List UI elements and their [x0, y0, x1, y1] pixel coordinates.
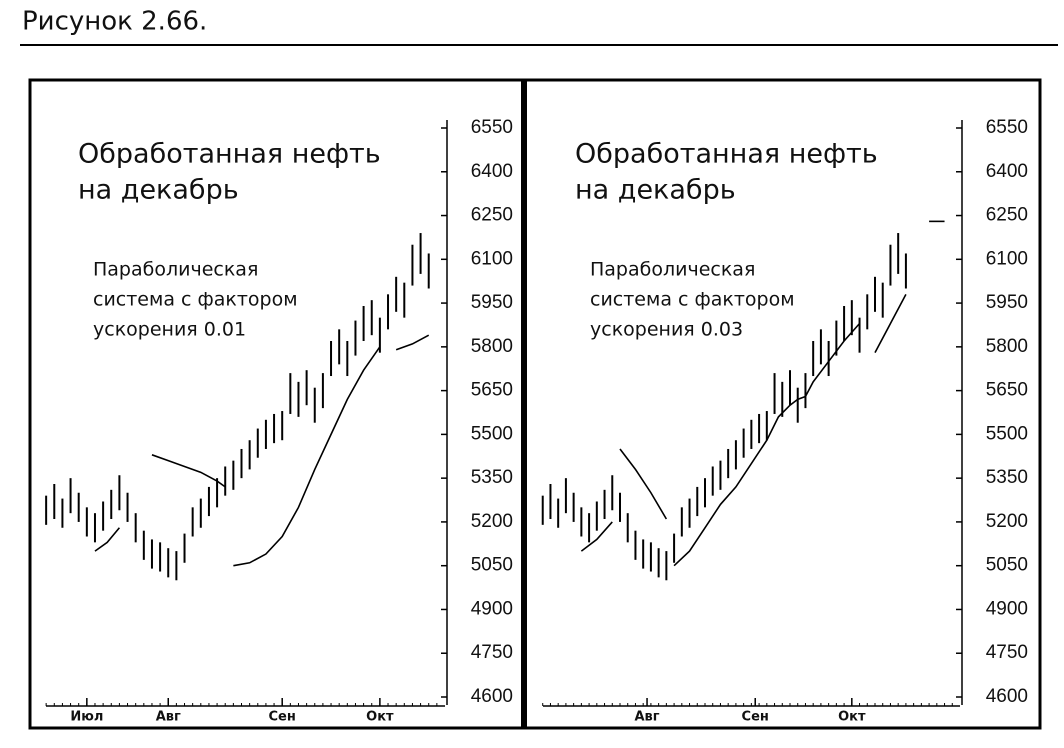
sar-line — [874, 293, 907, 354]
y-tick-label: 5500 — [986, 423, 1028, 444]
x-tick-label: Окт — [366, 710, 394, 725]
y-tick-label: 4900 — [471, 598, 513, 619]
sar-line — [151, 454, 226, 488]
sar-line — [673, 322, 861, 567]
annotation: ускорения 0.03 — [590, 319, 743, 341]
y-tick-label: 6250 — [471, 205, 513, 226]
y-tick-label: 6100 — [471, 248, 513, 269]
sar-line — [233, 346, 381, 567]
y-tick-label: 6400 — [986, 161, 1028, 182]
annotation: Параболическая — [93, 259, 258, 281]
y-tick-label: 5950 — [471, 292, 513, 313]
y-tick-label: 6100 — [986, 248, 1028, 269]
annotation: система с фактором — [590, 289, 795, 311]
y-tick-label: 6250 — [986, 205, 1028, 226]
y-tick-label: 6400 — [471, 161, 513, 182]
frame — [28, 78, 1042, 730]
chart-title: Обработанная нефть — [78, 139, 381, 170]
y-tick-label: 4750 — [471, 642, 513, 663]
y-tick-label: 5200 — [471, 511, 513, 532]
y-tick-label: 5800 — [986, 336, 1028, 357]
sar-line — [94, 527, 121, 552]
caption: Рисунок 2.66. — [22, 7, 207, 37]
y-tick-label: 4600 — [986, 686, 1028, 707]
x-tick-label: Авг — [156, 710, 181, 725]
annotation: ускорения 0.01 — [93, 319, 246, 341]
y-tick-label: 5200 — [986, 511, 1028, 532]
chart-title: Обработанная нефть — [575, 139, 878, 170]
y-tick-label: 5800 — [471, 336, 513, 357]
sar-line — [619, 448, 668, 520]
x-tick-label: Сен — [742, 710, 769, 725]
annotation: система с фактором — [93, 289, 298, 311]
y-tick-label: 6550 — [471, 117, 513, 138]
y-tick-label: 4750 — [986, 642, 1028, 663]
annotation: Параболическая — [590, 259, 755, 281]
y-tick-label: 4600 — [471, 686, 513, 707]
y-tick-label: 5050 — [986, 555, 1028, 576]
x-tick-label: Июл — [70, 710, 103, 725]
y-tick-label: 5650 — [471, 380, 513, 401]
y-tick-label: 5350 — [471, 467, 513, 488]
x-tick-label: Авг — [634, 710, 659, 725]
x-tick-label: Сен — [269, 710, 296, 725]
y-tick-label: 5050 — [471, 555, 513, 576]
chart-title: на декабрь — [575, 175, 736, 206]
sar-line — [395, 334, 430, 351]
y-tick-label: 4900 — [986, 598, 1028, 619]
y-tick-label: 5650 — [986, 380, 1028, 401]
chart-title: на декабрь — [78, 175, 239, 206]
y-tick-label: 5500 — [471, 423, 513, 444]
y-tick-label: 5350 — [986, 467, 1028, 488]
y-tick-label: 6550 — [986, 117, 1028, 138]
x-tick-label: Окт — [838, 710, 866, 725]
y-tick-label: 5950 — [986, 292, 1028, 313]
sar-line — [580, 521, 613, 552]
